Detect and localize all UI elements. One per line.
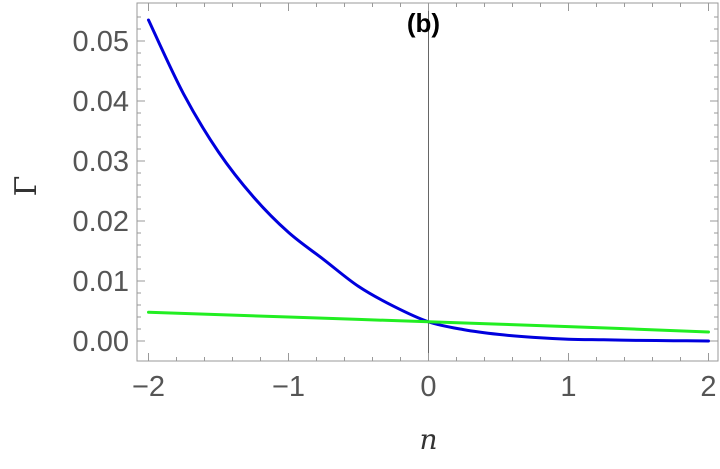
x-tick-label: 2 xyxy=(700,371,716,403)
y-tick-label: 0.05 xyxy=(73,26,129,58)
series-line-green xyxy=(147,310,710,334)
y-tick-label: 0.01 xyxy=(73,266,129,298)
plot-frame-rect xyxy=(136,2,719,362)
axis-ticks xyxy=(137,3,718,361)
y-axis-label: Γ xyxy=(9,176,44,197)
tick-labels: −2 −1 0 1 2 0.00 0.01 0.02 0.03 0.04 0.05 xyxy=(73,26,717,403)
chart-title: (b) xyxy=(407,8,440,38)
y-tick-label: 0.02 xyxy=(73,206,129,238)
x-tick-label: 0 xyxy=(420,371,436,403)
y-tick-label: 0.00 xyxy=(73,326,129,358)
y-tick-label: 0.04 xyxy=(73,86,129,118)
x-axis-label: n xyxy=(419,423,437,456)
y-tick-label: 0.03 xyxy=(73,146,129,178)
series-lines xyxy=(147,18,710,343)
x-tick-label: −1 xyxy=(272,371,305,403)
x-tick-label: 1 xyxy=(560,371,576,403)
x-tick-label: −2 xyxy=(132,371,165,403)
plot-frame xyxy=(136,2,719,362)
